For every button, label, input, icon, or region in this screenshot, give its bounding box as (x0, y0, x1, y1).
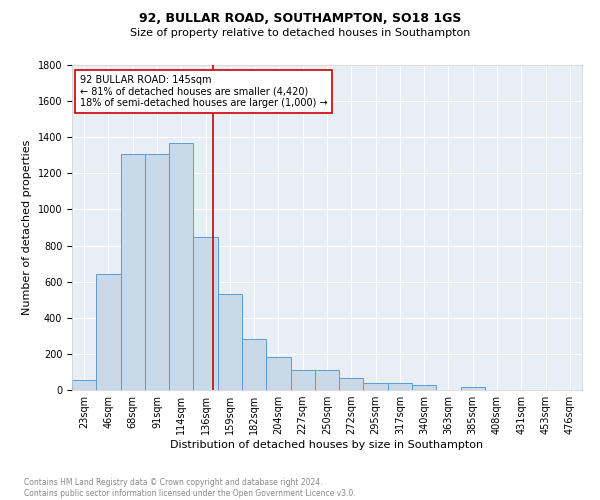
Bar (169, 142, 193, 390)
Bar (461, 387, 485, 390)
Bar (193, 238, 218, 390)
Bar (339, 378, 364, 390)
Text: Contains HM Land Registry data © Crown copyright and database right 2024.
Contai: Contains HM Land Registry data © Crown c… (24, 478, 356, 498)
Bar (364, 383, 388, 390)
Text: 92 BULLAR ROAD: 145sqm
← 81% of detached houses are smaller (4,420)
18% of semi-: 92 BULLAR ROAD: 145sqm ← 81% of detached… (80, 74, 327, 108)
Bar (266, 356, 290, 390)
Bar (242, 340, 266, 390)
Bar (218, 294, 242, 390)
Bar (412, 386, 436, 390)
Bar (145, 154, 169, 390)
Bar (72, 380, 96, 390)
Bar (96, 274, 121, 390)
Bar (290, 370, 315, 390)
Text: 92, BULLAR ROAD, SOUTHAMPTON, SO18 1GS: 92, BULLAR ROAD, SOUTHAMPTON, SO18 1GS (139, 12, 461, 26)
Text: Size of property relative to detached houses in Southampton: Size of property relative to detached ho… (130, 28, 470, 38)
Bar (121, 154, 145, 390)
Bar (315, 370, 339, 390)
Bar (388, 383, 412, 390)
X-axis label: Distribution of detached houses by size in Southampton: Distribution of detached houses by size … (170, 440, 484, 450)
Y-axis label: Number of detached properties: Number of detached properties (22, 140, 32, 315)
